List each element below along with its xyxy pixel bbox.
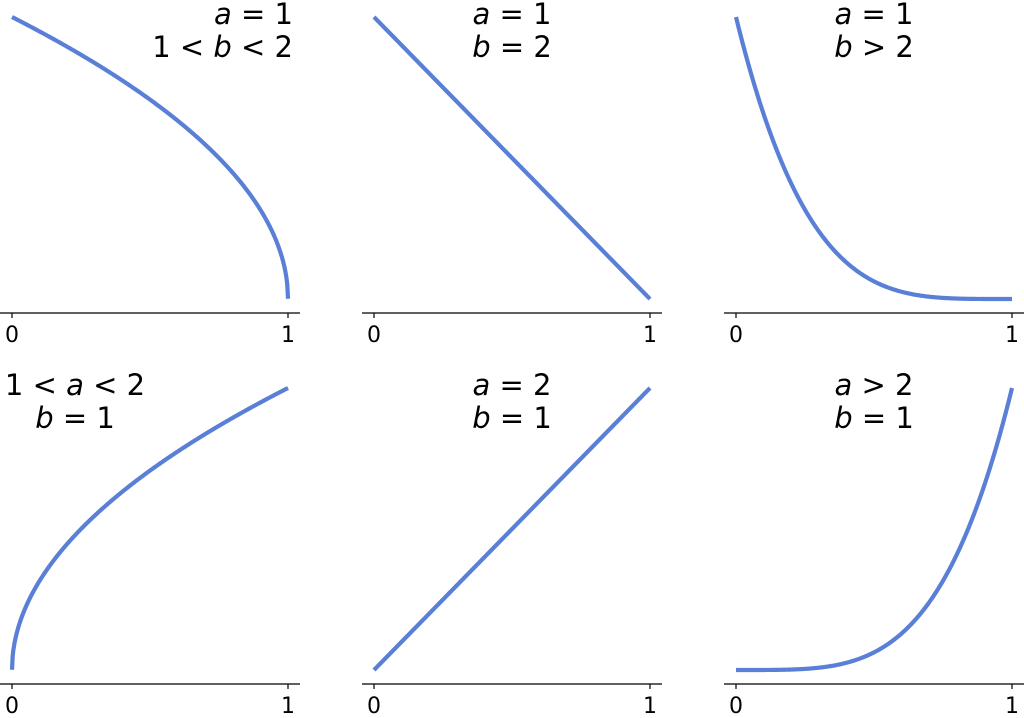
panel-6: 0 1 a > 2b = 1 [724, 368, 1024, 718]
annotation-segment: a [66, 368, 84, 402]
annotation-segment: = 2 [490, 368, 551, 402]
annotation-segment: = 1 [232, 0, 293, 31]
annotation-segment: = 1 [853, 401, 914, 435]
panel-annotation-line: a > 2 [835, 368, 914, 402]
annotation-segment: b [213, 30, 231, 64]
series-line [372, 386, 652, 672]
annotation-segment: > 2 [853, 30, 914, 64]
panel-annotation-line: b > 2 [834, 30, 914, 64]
panel-4: 0 11 < a < 2b = 1 [0, 368, 300, 718]
x-tick-label: 0 [5, 694, 19, 718]
annotation-segment: b [834, 401, 852, 435]
annotation-segment: < 2 [84, 368, 145, 402]
annotation-segment: < 2 [232, 30, 293, 64]
panel-annotation-line: a = 1 [214, 0, 293, 31]
series-line [733, 16, 1014, 302]
annotation-segment: a [835, 0, 853, 31]
panel-annotation-line: b = 1 [472, 401, 552, 435]
panel-1: 0 1a = 11 < b < 2 [0, 0, 300, 348]
annotation-segment: a [473, 368, 491, 402]
panel-annotation-line: b = 2 [472, 30, 552, 64]
annotation-segment: b [35, 401, 53, 435]
x-tick-label: 0 [367, 694, 381, 718]
annotation-segment: = 1 [852, 0, 913, 31]
panel-5: 0 1 a = 2b = 1 [362, 368, 662, 718]
annotation-segment: = 1 [490, 0, 551, 31]
annotation-segment: a [473, 0, 491, 31]
series-line [372, 15, 652, 301]
x-tick-label: 0 [729, 323, 743, 348]
panel-annotation-line: 1 < a < 2 [5, 368, 145, 402]
panel-2: 0 1 a = 1b = 2 [362, 0, 662, 348]
annotation-segment: b [834, 30, 852, 64]
annotation-segment: 1 < [5, 368, 66, 402]
x-tick-label: 0 [367, 323, 381, 348]
annotation-segment: = 2 [491, 30, 552, 64]
panel-annotation-line: a = 1 [835, 0, 914, 31]
x-tick-label: 0 [729, 694, 743, 718]
annotation-segment: = 1 [491, 401, 552, 435]
annotation-segment: > 2 [852, 368, 913, 402]
x-tick-label: 1 [281, 694, 295, 718]
annotation-segment: = 1 [54, 401, 115, 435]
annotation-segment: b [472, 401, 490, 435]
annotation-segment: b [472, 30, 490, 64]
x-tick-label: 1 [643, 323, 657, 348]
panel-3: 0 1 a = 1b > 2 [724, 0, 1024, 348]
panel-annotation-line: a = 1 [473, 0, 552, 31]
series-line [734, 387, 1015, 673]
panel-annotation-line: 1 < b < 2 [152, 30, 293, 64]
panel-annotation-line: b = 1 [35, 401, 115, 435]
x-tick-label: 1 [643, 694, 657, 718]
series-line [9, 386, 290, 670]
x-tick-label: 1 [281, 323, 295, 348]
x-tick-label: 1 [1005, 323, 1019, 348]
panel-annotation-line: a = 2 [473, 368, 552, 402]
annotation-segment: a [214, 0, 232, 31]
x-tick-label: 0 [5, 323, 19, 348]
annotation-segment: 1 < [152, 30, 213, 64]
series-line [10, 15, 291, 299]
annotation-segment: a [835, 368, 853, 402]
panel-annotation-line: b = 1 [834, 401, 914, 435]
x-tick-label: 1 [1005, 694, 1019, 718]
